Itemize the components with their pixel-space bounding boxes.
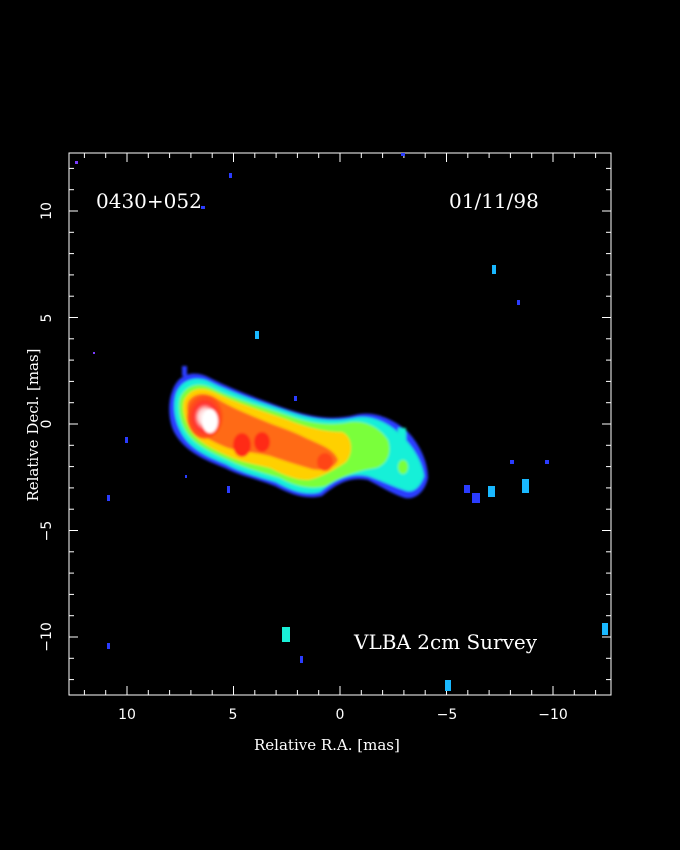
observation-date: 01/11/98 bbox=[449, 189, 539, 213]
jet-emission bbox=[169, 366, 428, 499]
x-axis-label: Relative R.A. [mas] bbox=[254, 736, 400, 754]
y-tick-label: 5 bbox=[39, 313, 55, 323]
y-tick-label: 0 bbox=[39, 419, 55, 429]
y-tick-label: −5 bbox=[39, 520, 55, 542]
jet-spur bbox=[398, 428, 406, 442]
jet-knot bbox=[254, 432, 270, 452]
x-tick-label: −5 bbox=[436, 707, 458, 723]
y-tick-label: −10 bbox=[39, 622, 55, 652]
noise-specks bbox=[75, 153, 608, 691]
y-tick-label: 10 bbox=[39, 202, 55, 220]
jet-knot bbox=[398, 460, 408, 474]
jet-knot bbox=[233, 433, 251, 457]
jet-knot bbox=[317, 453, 333, 471]
jet-core-peak bbox=[202, 409, 218, 433]
x-tick-label: 0 bbox=[335, 707, 345, 723]
x-tick-label: 5 bbox=[228, 707, 238, 723]
survey-label: VLBA 2cm Survey bbox=[354, 630, 538, 654]
jet-spur bbox=[182, 366, 187, 376]
axis-ticks bbox=[69, 153, 611, 695]
x-tick-label: −10 bbox=[538, 707, 568, 723]
source-name: 0430+052 bbox=[96, 189, 202, 213]
x-tick-label: 10 bbox=[118, 707, 136, 723]
jet-level-high bbox=[187, 393, 338, 470]
